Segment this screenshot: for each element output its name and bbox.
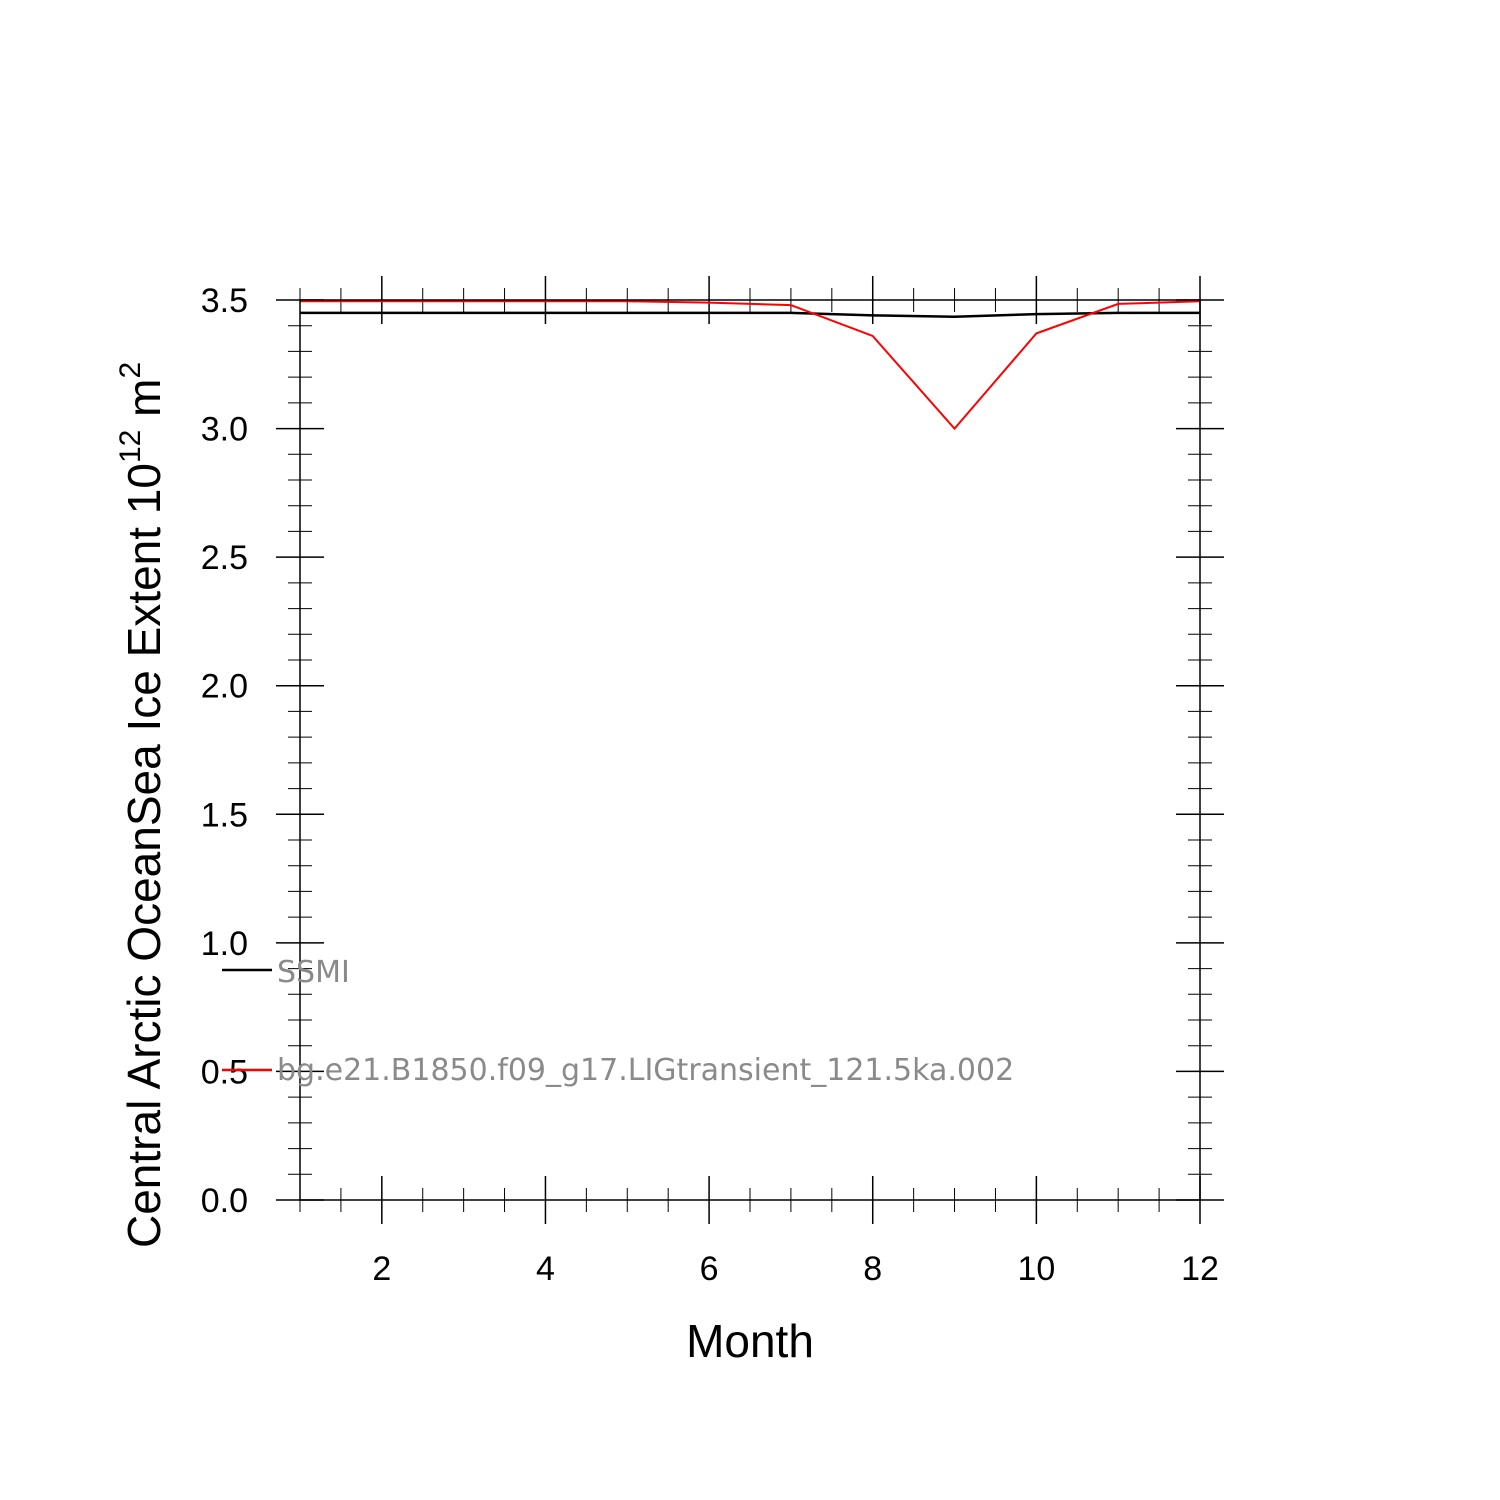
y-axis-title-text: Central Arctic OceanSea Ice Extent 10 xyxy=(118,463,170,1248)
x-tick-labels: 2 4 6 8 10 12 xyxy=(372,1250,1219,1288)
y-axis-title: Central Arctic OceanSea Ice Extent 1012 … xyxy=(114,362,170,1248)
y-tick-label: 0.0 xyxy=(201,1182,248,1220)
x-tick-label: 6 xyxy=(700,1250,719,1288)
y-axis-title-exponent: 12 xyxy=(114,430,147,463)
y-axis-title-unit-exponent: 2 xyxy=(114,362,147,379)
x-tick-label: 12 xyxy=(1181,1250,1219,1288)
legend-label-ssmi: SSMI xyxy=(277,955,350,990)
y-tick-label: 3.5 xyxy=(201,282,248,320)
y-tick-label: 2.5 xyxy=(201,539,248,577)
x-tick-label: 10 xyxy=(1017,1250,1055,1288)
series-line-ssmi xyxy=(300,311,1200,318)
series-line-lig xyxy=(300,300,1201,431)
y-tick-label: 1.0 xyxy=(201,925,248,963)
x-tick-label: 8 xyxy=(863,1250,882,1288)
x-tick-label: 4 xyxy=(536,1250,555,1288)
y-tick-label: 1.5 xyxy=(201,796,248,834)
y-tick-label: 0.5 xyxy=(201,1053,248,1091)
y-axis-title-unit: m xyxy=(118,379,170,430)
y-tick-label: 3.0 xyxy=(201,411,248,449)
series-layer xyxy=(300,300,1201,431)
plot-frame xyxy=(299,299,1201,1201)
x-tick-label: 2 xyxy=(372,1250,391,1288)
legend: SSMI bg.e21.B1850.f09_g17.LIGtransient_1… xyxy=(222,955,1014,1088)
x-axis-title: Month xyxy=(686,1315,814,1367)
y-tick-labels: 0.0 0.5 1.0 1.5 2.0 2.5 3.0 3.5 xyxy=(201,282,248,1220)
y-tick-label: 2.0 xyxy=(201,668,248,706)
legend-label-lig: bg.e21.B1850.f09_g17.LIGtransient_121.5k… xyxy=(277,1053,1014,1088)
